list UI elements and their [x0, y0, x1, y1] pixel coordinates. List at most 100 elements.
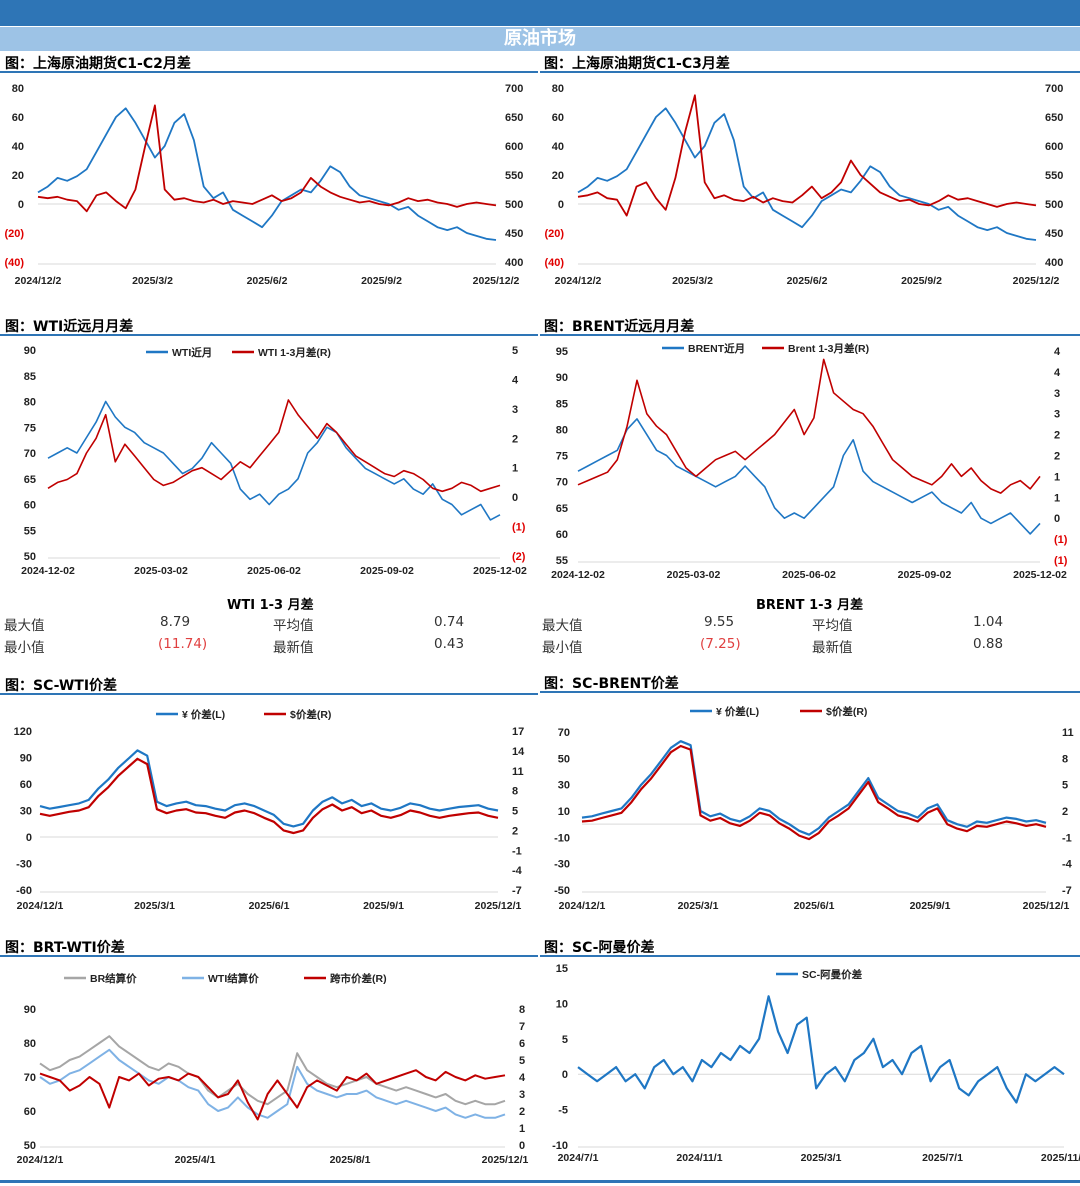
- panel-title-wti-spread: 图：WTI近远月月差: [5, 319, 134, 335]
- y-right-tick: 1: [519, 1123, 525, 1135]
- min-value: (11.74): [158, 636, 208, 652]
- series-line: [577, 94, 1037, 217]
- x-tick: 2025/12/1: [1023, 900, 1070, 912]
- y-left-tick: 0: [18, 199, 24, 211]
- x-tick: 2025/6/1: [249, 900, 290, 912]
- avg-value: 1.04: [973, 614, 1004, 630]
- y-left-tick: (20): [4, 228, 24, 240]
- legend-label: ¥ 价差(L): [182, 708, 225, 721]
- y-left-tick: 55: [24, 525, 36, 537]
- avg-label: 平均值: [812, 618, 853, 634]
- y-left-tick: -5: [558, 1105, 568, 1117]
- y-left-tick: 0: [26, 832, 32, 844]
- x-tick: 2025-03-02: [667, 569, 721, 581]
- x-tick: 2025-09-02: [360, 565, 414, 577]
- x-tick: 2025-06-02: [247, 565, 301, 577]
- legend-label: WTI近月: [172, 346, 212, 359]
- min-label: 最小值: [4, 640, 45, 656]
- y-left-tick: 70: [24, 448, 36, 460]
- y-right-tick: 650: [505, 112, 523, 124]
- panel-title-sc-brent: 图：SC-BRENT价差: [544, 676, 679, 692]
- y-right-tick: 7: [519, 1021, 525, 1033]
- y-right-tick: -7: [512, 885, 522, 897]
- y-right-tick: 600: [1045, 141, 1063, 153]
- series-line: [577, 995, 1065, 1104]
- stats-title: WTI 1-3 月差: [227, 598, 314, 613]
- divider: [540, 691, 1080, 693]
- min-value: (7.25): [700, 636, 741, 652]
- x-tick: 2024/7/1: [558, 1152, 599, 1164]
- panel-title-sc-oman: 图：SC-阿曼价差: [544, 940, 655, 956]
- y-right-tick: -4: [512, 865, 523, 877]
- x-tick: 2025/12/1: [482, 1154, 529, 1166]
- max-label: 最大值: [4, 618, 45, 634]
- last-value: 0.43: [434, 636, 465, 652]
- legend-label: $价差(R): [826, 705, 867, 718]
- y-left-tick: -30: [554, 859, 570, 871]
- avg-label: 平均值: [273, 618, 314, 634]
- divider: [540, 334, 1080, 336]
- y-left-tick: 60: [24, 500, 36, 512]
- y-left-tick: 90: [20, 753, 32, 765]
- y-left-tick: 75: [556, 451, 568, 463]
- chart-sc-brent: 70 50 30 10 -10 -30 -50 11 8 5 2 -1 -4 -7 2024/12/1 202…: [554, 705, 1074, 912]
- chart-sc-c1c3: 80 60 40 20 0 (20) (40) 700 650 600 550 500 450 400 20…: [544, 83, 1063, 287]
- y-right-tick: -7: [1062, 885, 1072, 897]
- y-left-tick: 60: [20, 779, 32, 791]
- y-right-tick: 400: [1045, 257, 1063, 269]
- y-right-tick: -1: [512, 845, 522, 857]
- max-label: 最大值: [542, 618, 583, 634]
- series-line: [581, 744, 1047, 841]
- y-left-tick: 75: [24, 422, 36, 434]
- y-left-tick: (40): [544, 257, 564, 269]
- y-right-tick: 1: [1054, 492, 1060, 504]
- x-tick: 2024/12/2: [555, 275, 602, 287]
- divider: [0, 334, 538, 336]
- y-right-tick: 11: [1062, 727, 1074, 739]
- panel-title-sc-c1c3: 图：上海原油期货C1-C3月差: [544, 56, 730, 72]
- legend-label: WTI结算价: [208, 972, 259, 985]
- y-right-tick: 2: [512, 433, 518, 445]
- y-left-tick: -60: [16, 885, 32, 897]
- x-tick: 2025/12/1: [475, 900, 522, 912]
- y-right-tick: 8: [519, 1004, 525, 1016]
- chart-sc-wti: 120 90 60 30 0 -30 -60 17 14 11 8 5 2 -1 -4 -7 2024/12/1…: [14, 708, 525, 912]
- stats-wti: WTI 1-3 月差 最大值 8.79 平均值 0.74 最小值 (11.74)…: [0, 592, 538, 658]
- series-line: [39, 1069, 506, 1121]
- x-tick: 2025/12/2: [1013, 275, 1060, 287]
- y-right-tick: 500: [1045, 199, 1063, 211]
- y-left-tick: 80: [556, 424, 568, 436]
- x-tick: 2025/9/2: [361, 275, 402, 287]
- y-right-tick: 2: [1054, 451, 1060, 463]
- panel-title-sc-wti: 图：SC-WTI价差: [5, 678, 118, 694]
- y-right-tick: 400: [505, 257, 523, 269]
- y-left-tick: 95: [556, 346, 568, 358]
- stats-brent: BRENT 1-3 月差 最大值 9.55 平均值 1.04 最小值 (7.25…: [540, 592, 1080, 658]
- legend-label: Brent 1-3月差(R): [788, 342, 869, 355]
- x-tick: 2024/12/1: [559, 900, 606, 912]
- x-tick: 2025-06-02: [782, 569, 836, 581]
- y-right-tick: 4: [1054, 346, 1061, 358]
- x-tick: 2025/11/1: [1041, 1152, 1080, 1164]
- x-tick: 2025/8/1: [330, 1154, 371, 1166]
- y-right-tick: 5: [512, 345, 518, 357]
- last-label: 最新值: [812, 640, 853, 656]
- y-left-tick: -10: [552, 1140, 568, 1152]
- y-right-tick: 550: [505, 170, 523, 182]
- legend-label: BR结算价: [90, 972, 137, 985]
- y-left-tick: 90: [556, 372, 568, 384]
- x-tick: 2025/9/1: [910, 900, 951, 912]
- divider: [540, 71, 1080, 73]
- last-value: 0.88: [973, 636, 1004, 652]
- y-left-tick: 80: [552, 83, 564, 95]
- y-right-tick: 0: [1054, 513, 1060, 525]
- y-right-tick: 5: [519, 1055, 525, 1067]
- y-left-tick: (40): [4, 257, 24, 269]
- y-left-tick: 50: [558, 753, 570, 765]
- y-right-tick: 2: [519, 1106, 525, 1118]
- y-right-tick: 500: [505, 199, 523, 211]
- legend-label: 跨市价差(R): [330, 972, 387, 985]
- y-left-tick: 10: [556, 998, 568, 1010]
- y-right-tick: 0: [512, 492, 518, 504]
- y-left-tick: -50: [554, 885, 570, 897]
